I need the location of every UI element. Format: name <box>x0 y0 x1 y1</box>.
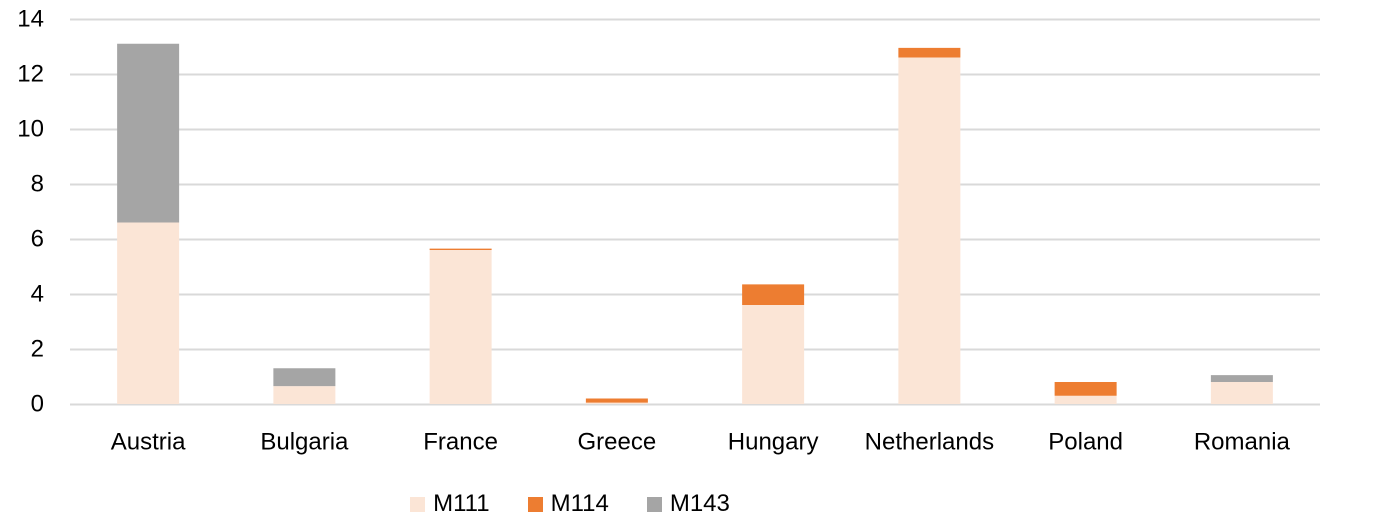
legend: M111 M114 M143 <box>0 486 1140 522</box>
legend-label-m143: M143 <box>669 490 730 517</box>
x-tick-label: France <box>423 429 498 456</box>
legend-label-m111: M111 <box>433 490 490 517</box>
x-tick-label: Bulgaria <box>260 429 349 456</box>
bar-netherlands-m114 <box>898 47 961 58</box>
bar-france-m111 <box>429 250 492 404</box>
x-tick-label: Romania <box>1194 429 1291 456</box>
bar-poland-m114 <box>1054 382 1117 396</box>
y-tick-label: 0 <box>31 391 44 418</box>
legend-item-m111: M111 <box>410 490 490 518</box>
bar-austria-m143 <box>117 43 180 223</box>
y-tick-label: 8 <box>31 171 44 198</box>
x-tick-label: Netherlands <box>865 429 994 456</box>
bar-france-m114 <box>429 248 492 250</box>
bar-netherlands-m111 <box>898 57 961 404</box>
x-tick-label: Hungary <box>728 429 819 456</box>
y-tick-label: 14 <box>17 6 44 33</box>
bar-romania-m143 <box>1210 375 1273 382</box>
bar-greece-m111 <box>585 402 648 404</box>
gridlines <box>70 18 1320 406</box>
legend-swatch-m111 <box>410 496 426 512</box>
x-tick-label: Greece <box>578 429 657 456</box>
bar-bulgaria-m111 <box>273 386 336 404</box>
bar-greece-m114 <box>585 398 648 403</box>
legend-item-m114: M114 <box>527 490 609 518</box>
bar-austria-m111 <box>117 222 180 404</box>
x-tick-label: Poland <box>1048 429 1123 456</box>
legend-label-m114: M114 <box>550 490 609 517</box>
x-axis-tick-labels: Austria Bulgaria France Greece Hungary Nether… <box>111 429 1291 456</box>
bar-romania-m111 <box>1210 382 1273 404</box>
bar-bulgaria-m143 <box>273 368 336 387</box>
y-axis-tick-labels: 0 2 4 6 8 10 12 14 <box>17 6 44 418</box>
bar-poland-m111 <box>1054 395 1117 404</box>
bars <box>117 43 1273 404</box>
y-tick-label: 6 <box>31 226 44 253</box>
legend-swatch-m143 <box>646 496 662 512</box>
bar-hungary-m114 <box>742 284 805 305</box>
x-tick-label: Austria <box>111 429 186 456</box>
legend-swatch-m114 <box>527 496 543 512</box>
legend-item-m143: M143 <box>646 490 730 518</box>
y-tick-label: 10 <box>17 116 44 143</box>
y-tick-label: 12 <box>17 61 44 88</box>
bar-hungary-m111 <box>742 305 805 404</box>
y-tick-label: 2 <box>31 336 44 363</box>
y-tick-label: 4 <box>31 281 44 308</box>
